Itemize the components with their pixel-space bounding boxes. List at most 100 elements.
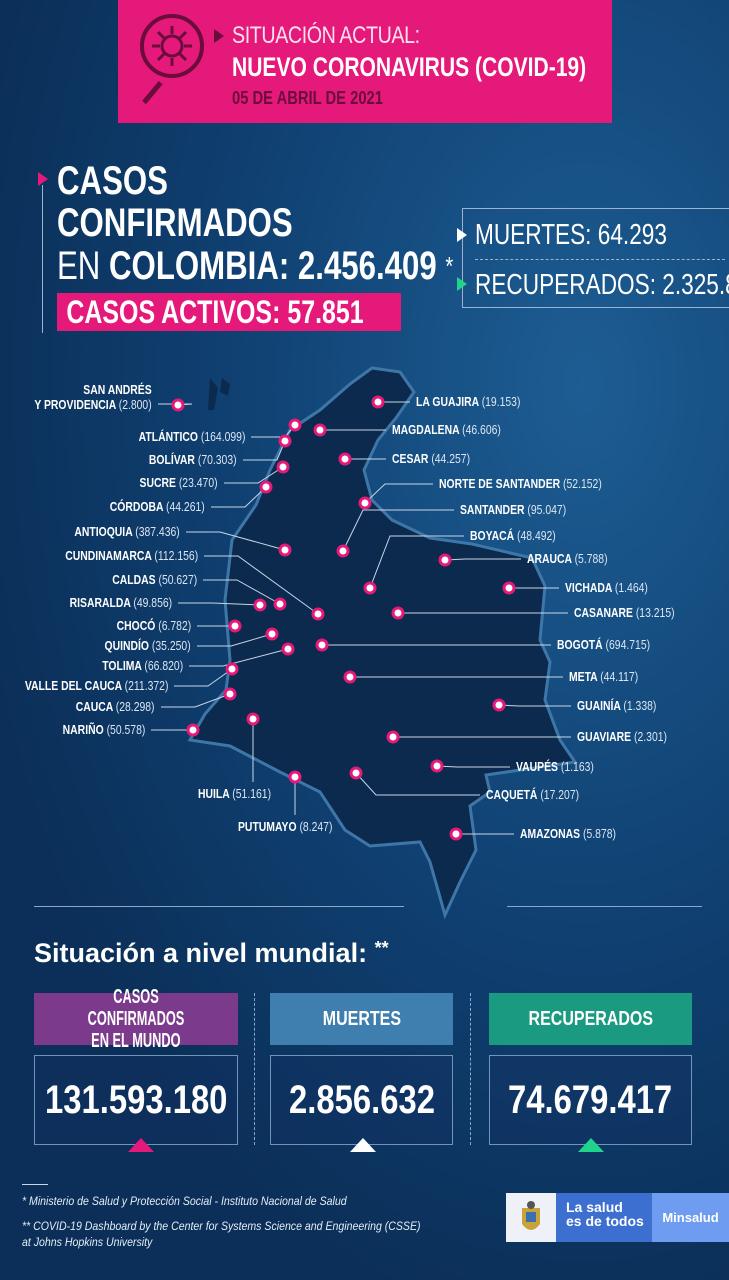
minsalud-logo: La salud es de todos Minsalud xyxy=(506,1193,729,1242)
department-cases: (8.247) xyxy=(299,819,333,834)
department-marker xyxy=(273,597,287,611)
casos-colombia: EN COLOMBIA: 2.456.409 * xyxy=(57,244,453,288)
casos-mundo-value: 131.593.180 xyxy=(34,1055,238,1145)
department-label: RISARALDA (49.856) xyxy=(70,595,173,610)
triangle-bullet-icon xyxy=(38,172,48,186)
department-label: SUCRE (23.470) xyxy=(140,475,218,490)
department-marker xyxy=(349,766,363,780)
department-name: ATLÁNTICO xyxy=(138,429,198,444)
department-cases: (387.436) xyxy=(135,524,180,539)
leader-line xyxy=(444,558,521,561)
department-cases: (5.788) xyxy=(574,551,608,566)
leader-line xyxy=(211,486,267,508)
department-marker xyxy=(336,544,350,558)
department-cases: (13.215) xyxy=(635,605,675,620)
header-date: 05 DE ABRIL DE 2021 xyxy=(232,88,383,108)
department-name: QUINDÍO xyxy=(104,638,150,653)
department-cases: (50.627) xyxy=(158,572,197,587)
department-marker xyxy=(315,638,329,652)
divider xyxy=(34,906,404,907)
department-name: LA GUAJIRA xyxy=(416,394,479,409)
island-shape xyxy=(208,378,230,410)
leader-line xyxy=(174,668,233,687)
department-marker xyxy=(225,662,239,676)
department-name: SAN ANDRÉS xyxy=(83,382,152,397)
department-label: NARIÑO (50.578) xyxy=(62,722,145,737)
department-label: BOGOTÁ (694.715) xyxy=(557,637,650,652)
department-marker xyxy=(358,496,372,510)
label: CASOS CONFIRMADOS xyxy=(87,986,185,1030)
department-label: BOYACÁ (48.492) xyxy=(470,528,556,543)
department-cases: (46.606) xyxy=(462,422,501,437)
department-marker xyxy=(288,770,302,784)
department-label: GUAVIARE (2.301) xyxy=(577,729,667,744)
department-marker xyxy=(265,627,279,641)
department-marker xyxy=(223,687,237,701)
dashed-divider xyxy=(254,993,255,1145)
department-name: CUNDINAMARCA xyxy=(65,548,152,563)
department-marker xyxy=(278,543,292,557)
department-label: PUTUMAYO (8.247) xyxy=(238,819,332,834)
department-name: CALDAS xyxy=(112,572,156,587)
department-marker xyxy=(343,670,357,684)
leader-line xyxy=(243,440,286,461)
department-label: CASANARE (13.215) xyxy=(574,605,675,620)
department-cases: (17.207) xyxy=(540,787,580,802)
muertes-colombia: MUERTES: 64.293 xyxy=(475,219,667,251)
department-marker xyxy=(371,395,385,409)
department-cases: (112.156) xyxy=(154,548,198,563)
value: 131.593.180 xyxy=(44,1077,228,1122)
colombia-shape xyxy=(187,366,578,920)
department-name: BOLÍVAR xyxy=(149,452,196,467)
divider xyxy=(42,185,43,333)
department-name: NARIÑO xyxy=(62,722,104,737)
department-cases: (1.338) xyxy=(623,698,657,713)
mundial-title-text: Situación a nivel mundial: xyxy=(34,938,368,968)
department-label: CUNDINAMARCA (112.156) xyxy=(65,548,198,563)
department-cases: (5.878) xyxy=(582,826,616,841)
department-marker xyxy=(430,759,444,773)
department-name: CESAR xyxy=(392,451,429,466)
department-name: ARAUCA xyxy=(527,551,572,566)
dashed-divider xyxy=(475,259,725,260)
department-label: CAUCA (28.298) xyxy=(76,699,155,714)
department-marker xyxy=(438,553,452,567)
summary-box: MUERTES: 64.293 RECUPERADOS: 2.325.833 xyxy=(457,208,729,308)
header-line2: NUEVO CORONAVIRUS (COVID-19) xyxy=(232,52,587,82)
department-label: SAN ANDRÉS Y PROVIDENCIA (2.800) xyxy=(35,382,152,412)
department-marker xyxy=(253,598,267,612)
department-cases: (49.856) xyxy=(133,595,172,610)
department-name: VALLE DEL CAUCA xyxy=(24,678,122,693)
department-label: TOLIMA (66.820) xyxy=(102,658,183,673)
department-name: BOYACÁ xyxy=(470,528,515,543)
department-marker xyxy=(449,827,463,841)
label: RECUPERADOS xyxy=(528,1008,653,1030)
department-label: QUINDÍO (35.250) xyxy=(105,638,191,653)
divider xyxy=(22,1184,48,1185)
casos-line1: CASOS xyxy=(57,159,168,203)
department-cases: (48.492) xyxy=(517,528,556,543)
triangle-bullet-icon xyxy=(457,277,467,291)
department-name: CASANARE xyxy=(574,605,633,620)
department-name: VICHADA xyxy=(565,580,612,595)
department-marker xyxy=(276,460,290,474)
department-label: VAUPÉS (1.163) xyxy=(516,759,594,774)
department-name: GUAVIARE xyxy=(577,729,632,744)
department-marker xyxy=(259,480,273,494)
department-label: CESAR (44.257) xyxy=(392,451,470,466)
header-line1: SITUACIÓN ACTUAL: xyxy=(232,22,420,49)
department-name: VAUPÉS xyxy=(516,759,558,774)
department-marker xyxy=(186,723,200,737)
department-cases: (51.161) xyxy=(232,786,272,801)
leader-line xyxy=(189,648,289,667)
department-label: MAGDALENA (46.606) xyxy=(392,422,501,437)
department-label: BOLÍVAR (70.303) xyxy=(149,452,237,467)
department-name-2: Y PROVIDENCIA xyxy=(34,397,117,412)
department-marker xyxy=(313,423,327,437)
department-label: AMAZONAS (5.878) xyxy=(520,826,616,841)
recuperados-colombia: RECUPERADOS: 2.325.833 xyxy=(475,269,729,301)
department-cases: (44.261) xyxy=(166,499,205,514)
department-label: LA GUAJIRA (19.153) xyxy=(416,394,520,409)
department-name: RISARALDA xyxy=(69,595,131,610)
